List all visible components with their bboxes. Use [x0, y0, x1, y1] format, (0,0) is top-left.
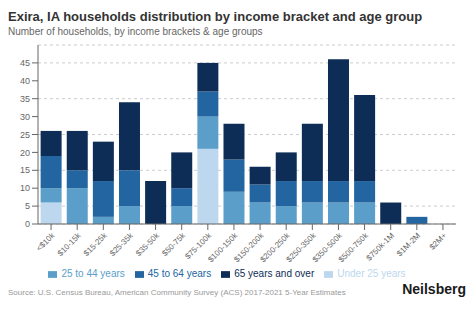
svg-text:$100-150k: $100-150k	[206, 231, 240, 265]
svg-text:$10-15k: $10-15k	[56, 230, 84, 258]
svg-text:20: 20	[20, 148, 30, 158]
svg-text:25: 25	[20, 130, 30, 140]
svg-text:0: 0	[25, 219, 30, 229]
svg-text:15: 15	[20, 165, 30, 175]
svg-text:$750k-1M: $750k-1M	[365, 231, 397, 263]
svg-text:35: 35	[20, 94, 30, 104]
html-text:25 to 44 years: 25 to 44 years	[61, 268, 125, 279]
svg-text:$35-50k: $35-50k	[134, 230, 162, 258]
svg-text:40: 40	[20, 76, 30, 86]
svg-text:$250-350k: $250-350k	[284, 231, 318, 265]
svg-text:$200-250k: $200-250k	[258, 231, 292, 265]
svg-text:$25-35k: $25-35k	[108, 230, 136, 258]
svg-text:10: 10	[20, 183, 30, 193]
svg-text:$500-750k: $500-750k	[337, 230, 371, 264]
svg-text:$2M+: $2M+	[428, 231, 449, 252]
html-text:Source: U.S. Census Bureau, Am: Source: U.S. Census Bureau, American Com…	[8, 288, 346, 297]
svg-text:$1M-2M: $1M-2M	[395, 231, 422, 258]
svg-text:$50-75k: $50-75k	[160, 231, 188, 258]
svg-text:$150-200k: $150-200k	[232, 231, 266, 265]
svg-text:$350-500k: $350-500k	[310, 231, 344, 265]
html-text:Under 25 years: Under 25 years	[337, 268, 406, 279]
svg-text:$15-25k: $15-25k	[82, 230, 110, 258]
svg-text:<$10k: <$10k	[35, 230, 58, 253]
html-text:45 to 64 years: 45 to 64 years	[147, 268, 212, 279]
svg-text:$75-100k: $75-100k	[183, 231, 214, 261]
svg-text:30: 30	[20, 112, 30, 122]
svg-text:5: 5	[25, 201, 30, 211]
svg-text:45: 45	[20, 58, 30, 68]
html-text:Exira, IA households distribut: Exira, IA households distribution by inc…	[8, 9, 423, 24]
html-text:65 years and over: 65 years and over	[234, 268, 315, 279]
html-text:Number of households, by incom: Number of households, by income brackets…	[8, 26, 263, 37]
html-text:Neilsberg: Neilsberg	[402, 281, 466, 297]
